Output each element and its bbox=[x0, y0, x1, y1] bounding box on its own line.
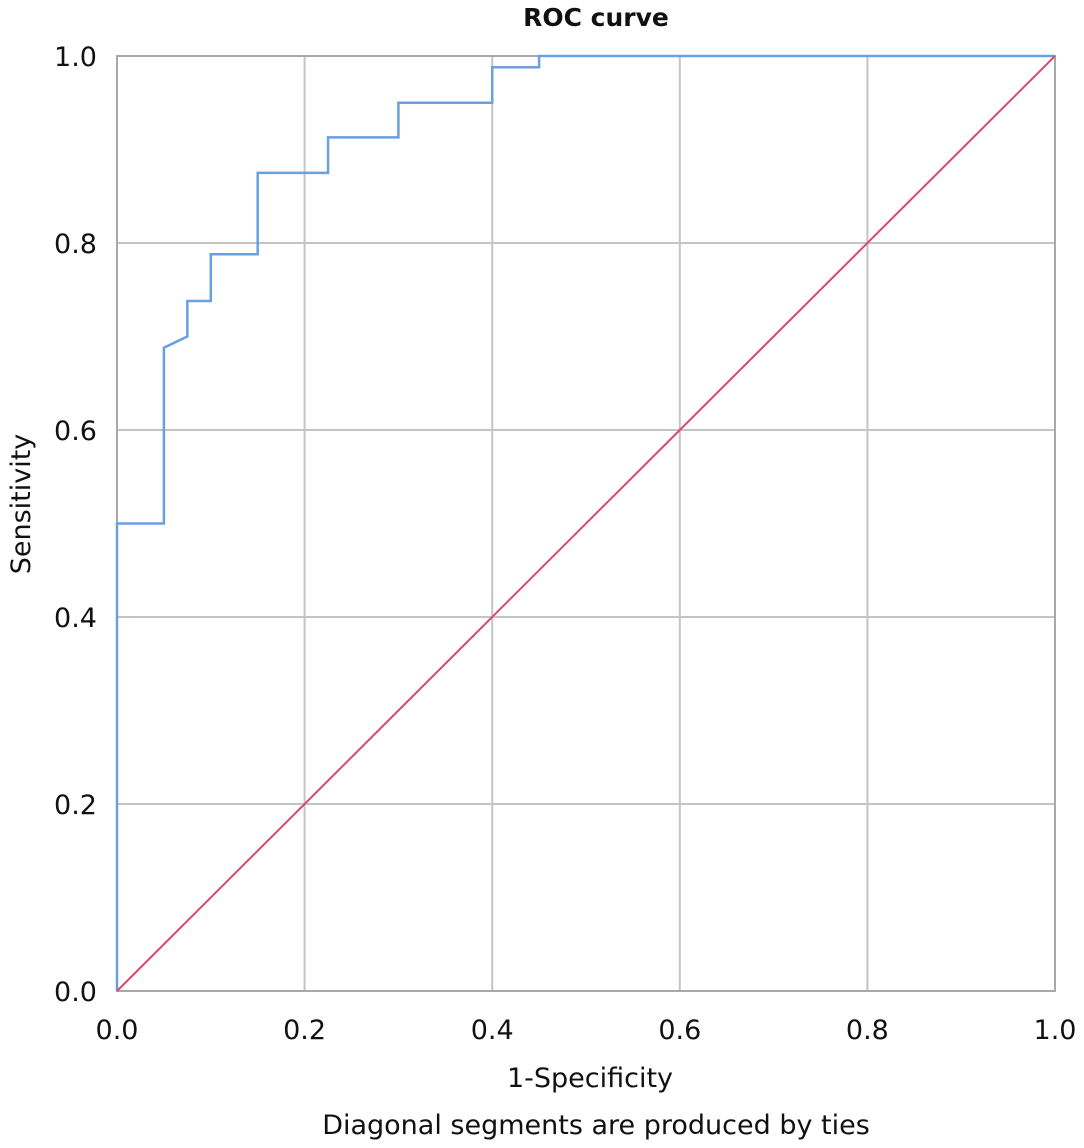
reference-diagonal-line bbox=[116, 55, 1056, 992]
chart-footnote: Diagonal segments are produced by ties bbox=[322, 1110, 870, 1141]
x-axis-title: 1-Specificity bbox=[507, 1063, 673, 1094]
x-tick-label: 0.0 bbox=[96, 1015, 139, 1046]
x-tick-label: 0.2 bbox=[283, 1015, 326, 1046]
series-lines bbox=[115, 54, 1056, 992]
y-tick-label: 0.0 bbox=[54, 977, 97, 1008]
y-tick-label: 1.0 bbox=[54, 42, 97, 73]
x-tick-label: 0.4 bbox=[471, 1015, 514, 1046]
y-tick-label: 0.8 bbox=[54, 229, 97, 260]
x-tick-label: 0.6 bbox=[658, 1015, 701, 1046]
tick-labels: 0.0 0.2 0.4 0.6 0.8 1.0 0.0 0.2 0.4 0.6 0.8 1.0 bbox=[54, 42, 1076, 1046]
y-tick-label: 0.2 bbox=[54, 790, 97, 821]
x-tick-label: 1.0 bbox=[1034, 1015, 1077, 1046]
chart-title: ROC curve bbox=[523, 3, 669, 32]
y-tick-label: 0.6 bbox=[54, 416, 97, 447]
roc-curve-line bbox=[115, 54, 1055, 991]
x-tick-label: 0.8 bbox=[846, 1015, 889, 1046]
y-axis-title: Sensitivity bbox=[6, 434, 37, 575]
y-tick-label: 0.4 bbox=[54, 603, 97, 634]
